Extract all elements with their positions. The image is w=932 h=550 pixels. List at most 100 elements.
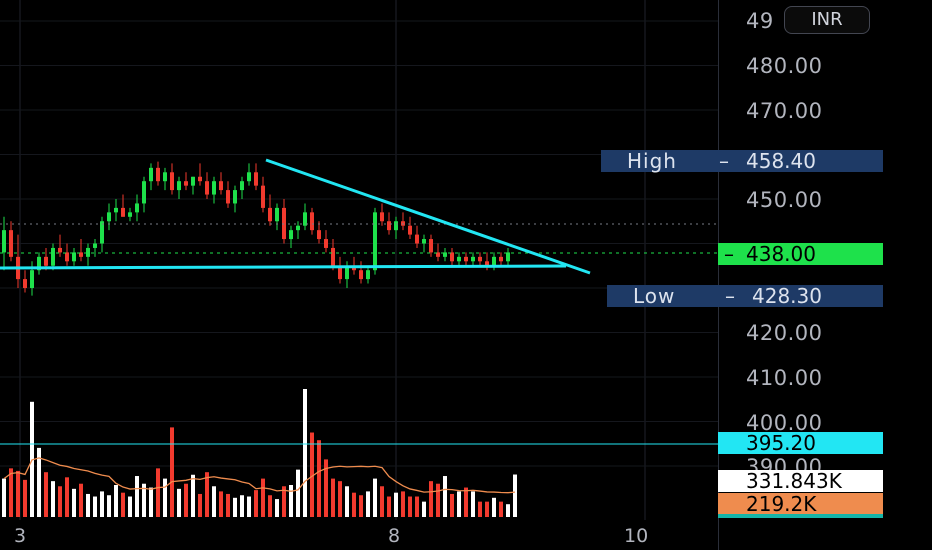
- low-label: Low: [633, 284, 676, 308]
- candlesticks: [2, 161, 510, 296]
- price-label: 49: [746, 9, 774, 33]
- candle-body: [317, 230, 321, 240]
- volume-bar: [240, 495, 244, 517]
- chart-grid: [0, 0, 718, 520]
- candle-body: [156, 167, 160, 182]
- candle-body: [408, 225, 412, 235]
- volume-bar: [2, 478, 6, 517]
- candle-body: [380, 212, 384, 222]
- candle-body: [72, 252, 76, 262]
- volume-bar: [128, 496, 132, 517]
- price-label: 470.00: [746, 99, 823, 123]
- candle-body: [198, 176, 202, 182]
- currency-button[interactable]: INR: [784, 6, 870, 34]
- volume-bar: [51, 481, 55, 517]
- candle-body: [114, 207, 118, 213]
- volume-bar: [464, 487, 468, 517]
- volume-bar: [65, 477, 69, 517]
- candle-body: [9, 230, 13, 257]
- candle-body: [471, 256, 475, 262]
- volume-bar: [275, 499, 279, 517]
- volume-bar: [289, 485, 293, 517]
- volume-bar: [261, 478, 265, 517]
- price-label: 450.00: [746, 188, 823, 212]
- candle-body: [58, 247, 62, 253]
- price-label: 410.00: [746, 366, 823, 390]
- volume-bar: [121, 492, 125, 517]
- time-label: 8: [388, 525, 401, 547]
- volume-bar: [170, 427, 174, 517]
- candle-body: [429, 239, 433, 253]
- volume-ma-value: 219.2K: [746, 492, 817, 516]
- volume-bar: [352, 492, 356, 517]
- volume-bar: [450, 493, 454, 517]
- volume-bar: [142, 483, 146, 517]
- volume-bar: [37, 447, 41, 517]
- volume-bar: [86, 493, 90, 517]
- price-label: 420.00: [746, 321, 823, 345]
- support-trendline[interactable]: [0, 264, 567, 270]
- volume-bar: [380, 486, 384, 517]
- candle-body: [86, 247, 90, 257]
- candle-body: [464, 256, 468, 262]
- descending-trendline[interactable]: [265, 158, 591, 275]
- volume-bar: [233, 497, 237, 517]
- volume-bar: [317, 440, 321, 517]
- high-label: High: [627, 149, 677, 173]
- candle-body: [93, 243, 97, 248]
- candle-body: [247, 172, 251, 182]
- candle-body: [65, 252, 69, 262]
- candle-body: [121, 207, 125, 217]
- candle-body: [331, 247, 335, 266]
- volume-bar: [163, 478, 167, 517]
- candle-body: [289, 230, 293, 240]
- volume-bar: [135, 476, 139, 517]
- volume-bar: [436, 483, 440, 517]
- candle-body: [338, 265, 342, 280]
- current-price-tag: – 438.00: [718, 243, 883, 265]
- candle-body: [51, 247, 55, 266]
- volume-bar: [324, 459, 328, 517]
- current-dash: –: [724, 242, 734, 266]
- candle-body: [2, 230, 6, 253]
- cyan-line-tag: 395.20: [718, 432, 883, 454]
- candle-body: [177, 181, 181, 191]
- candle-body: [366, 270, 370, 280]
- high-price-tag: High – 458.40: [601, 150, 883, 172]
- volume-bar: [114, 485, 118, 517]
- volume-bar: [72, 488, 76, 517]
- time-label: 3: [14, 525, 27, 547]
- volume-ma-line: [3, 457, 516, 494]
- candle-body: [44, 256, 48, 266]
- volume-bar: [58, 486, 62, 517]
- high-value: 458.40: [746, 149, 816, 173]
- volume-bar: [212, 486, 216, 517]
- candle-body: [275, 207, 279, 222]
- volume-bar: [443, 476, 447, 517]
- volume-bar: [156, 468, 160, 517]
- candle-body: [107, 212, 111, 222]
- candle-body: [142, 181, 146, 204]
- volume-bar: [310, 432, 314, 517]
- volume-bar: [338, 481, 342, 517]
- volume-bar: [177, 488, 181, 517]
- volume-bar: [499, 501, 503, 517]
- volume-bar: [23, 479, 27, 517]
- candle-body: [422, 239, 426, 244]
- volume-bar: [359, 495, 363, 517]
- candle-body: [212, 181, 216, 195]
- candle-body: [282, 207, 286, 240]
- candle-body: [184, 181, 188, 186]
- volume-bar: [513, 474, 517, 517]
- volume-bar: [422, 501, 426, 517]
- volume-bar: [471, 491, 475, 517]
- volume-bar: [394, 492, 398, 517]
- volume-bar: [198, 493, 202, 517]
- candle-body: [219, 181, 223, 191]
- volume-bar: [415, 496, 419, 517]
- volume-bar: [282, 486, 286, 517]
- candle-body: [492, 256, 496, 266]
- candle-body: [205, 181, 209, 195]
- price-label: 480.00: [746, 54, 823, 78]
